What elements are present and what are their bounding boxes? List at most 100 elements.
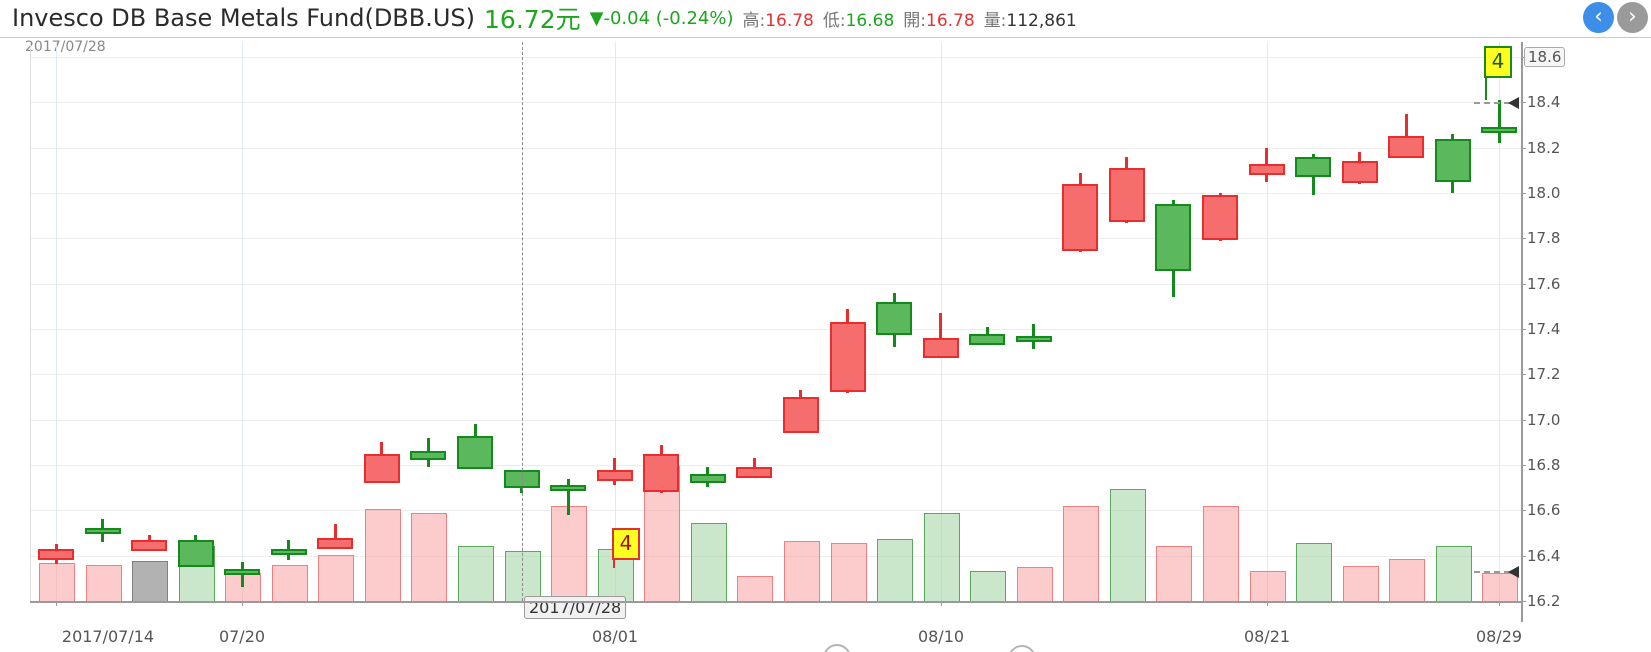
candle-body[interactable]	[410, 451, 446, 460]
price-axis-tick	[1521, 329, 1526, 330]
candle-wick	[1405, 114, 1408, 157]
volume-bar[interactable]	[132, 561, 168, 601]
candle-body[interactable]	[1481, 127, 1517, 133]
volume-bar[interactable]	[272, 565, 308, 601]
price-axis-label: 18.2	[1527, 139, 1561, 157]
price-gridline	[30, 465, 1521, 466]
volume-bar[interactable]	[318, 555, 354, 601]
volume-bar[interactable]	[1296, 543, 1332, 601]
candle-body[interactable]	[1016, 336, 1052, 342]
price-axis-tick	[1521, 465, 1526, 466]
low-value: 16.68	[845, 10, 895, 31]
volume-bar[interactable]	[86, 565, 122, 601]
volume-bar[interactable]	[737, 576, 773, 601]
volume-bar[interactable]	[411, 513, 447, 601]
volume-bar[interactable]	[39, 563, 75, 601]
candle-body[interactable]	[131, 540, 167, 551]
volume-bar[interactable]	[784, 541, 820, 601]
candle-body[interactable]	[1155, 204, 1191, 271]
candle-body[interactable]	[178, 540, 214, 567]
candle-body[interactable]	[876, 302, 912, 335]
volume-bar[interactable]	[1203, 506, 1239, 601]
volume-bar[interactable]	[1156, 546, 1192, 601]
price-axis-tick	[1521, 420, 1526, 421]
candle-body[interactable]	[969, 334, 1005, 345]
candle-body[interactable]	[271, 549, 307, 555]
candle-body[interactable]	[643, 454, 679, 492]
price-axis-tick	[1521, 238, 1526, 239]
candle-body[interactable]	[38, 549, 74, 560]
candle-body[interactable]	[457, 436, 493, 469]
instrument-title: Invesco DB Base Metals Fund(DBB.US)	[12, 4, 476, 32]
latest-price-dash	[1474, 102, 1510, 104]
high-value: 16.78	[765, 10, 814, 31]
volume-bar[interactable]	[1436, 546, 1472, 601]
volume-bar[interactable]	[970, 571, 1006, 601]
date-gridline	[1499, 42, 1500, 601]
quote-header: Invesco DB Base Metals Fund(DBB.US) 16.7…	[12, 0, 1077, 36]
volume-bar[interactable]	[365, 509, 401, 601]
date-axis-tick	[1267, 601, 1268, 606]
volume-bar[interactable]	[924, 513, 960, 601]
candle-body[interactable]	[736, 467, 772, 478]
candle-body[interactable]	[85, 528, 121, 534]
price-gridline	[30, 148, 1521, 149]
price-gridline	[30, 102, 1521, 103]
candle-body[interactable]	[690, 474, 726, 483]
volume-bar[interactable]	[877, 539, 913, 601]
price-axis-tick	[1521, 193, 1526, 194]
volume-bar[interactable]	[1063, 506, 1099, 601]
candle-body[interactable]	[550, 485, 586, 491]
price-axis-tick	[1521, 374, 1526, 375]
volume-bar[interactable]	[458, 546, 494, 601]
price-axis-label: 18.0	[1527, 184, 1561, 202]
candle-wick	[567, 479, 570, 515]
volume-bar[interactable]	[1250, 571, 1286, 601]
volume-bar[interactable]	[551, 506, 587, 601]
candle-body[interactable]	[923, 338, 959, 358]
candle-body[interactable]	[1202, 195, 1238, 240]
candle-body[interactable]	[1342, 161, 1378, 183]
volume-bar[interactable]	[1017, 567, 1053, 601]
candle-body[interactable]	[830, 322, 866, 392]
time-axis-line	[30, 601, 1521, 603]
date-gridline	[1267, 42, 1268, 601]
chart-nav: ‹ ›	[1583, 2, 1648, 33]
price-axis-tick	[1521, 601, 1526, 602]
candle-body[interactable]	[1388, 136, 1424, 158]
price-gridline	[30, 284, 1521, 285]
candle-body[interactable]	[1062, 184, 1098, 251]
price-axis-tick	[1521, 510, 1526, 511]
candle-body[interactable]	[317, 538, 353, 549]
candle-body[interactable]	[1249, 164, 1285, 175]
date-axis-tick	[941, 601, 942, 606]
volume-bar[interactable]	[1389, 559, 1425, 601]
volume-bar[interactable]	[831, 543, 867, 601]
scroll-left-button[interactable]: ‹	[1583, 2, 1614, 33]
volume-bar[interactable]	[691, 523, 727, 601]
volume-bar[interactable]	[1343, 566, 1379, 601]
sell-signal-badge[interactable]: 4	[612, 528, 640, 560]
price-gridline	[30, 374, 1521, 375]
price-axis-label: 17.4	[1527, 320, 1561, 338]
price-gridline	[30, 329, 1521, 330]
scroll-right-button[interactable]: ›	[1617, 2, 1648, 33]
open-value: 16.78	[926, 10, 975, 31]
candle-body[interactable]	[597, 470, 633, 481]
toolbar-button-clipped[interactable]	[823, 644, 851, 652]
price-axis-line	[1521, 42, 1523, 622]
candle-body[interactable]	[1435, 139, 1471, 182]
price-axis-tick	[1521, 284, 1526, 285]
candle-body[interactable]	[1295, 157, 1331, 177]
toolbar-button-clipped[interactable]	[1008, 645, 1036, 652]
candle-body[interactable]	[1109, 168, 1145, 222]
volume-bar[interactable]	[505, 551, 541, 601]
candle-body[interactable]	[783, 397, 819, 433]
candle-body[interactable]	[364, 454, 400, 483]
candle-body[interactable]	[224, 569, 260, 575]
signal-stem	[1485, 76, 1487, 100]
price-gridline	[30, 420, 1521, 421]
volume-bar[interactable]	[1110, 489, 1146, 601]
buy-signal-badge[interactable]: 4	[1484, 46, 1512, 78]
